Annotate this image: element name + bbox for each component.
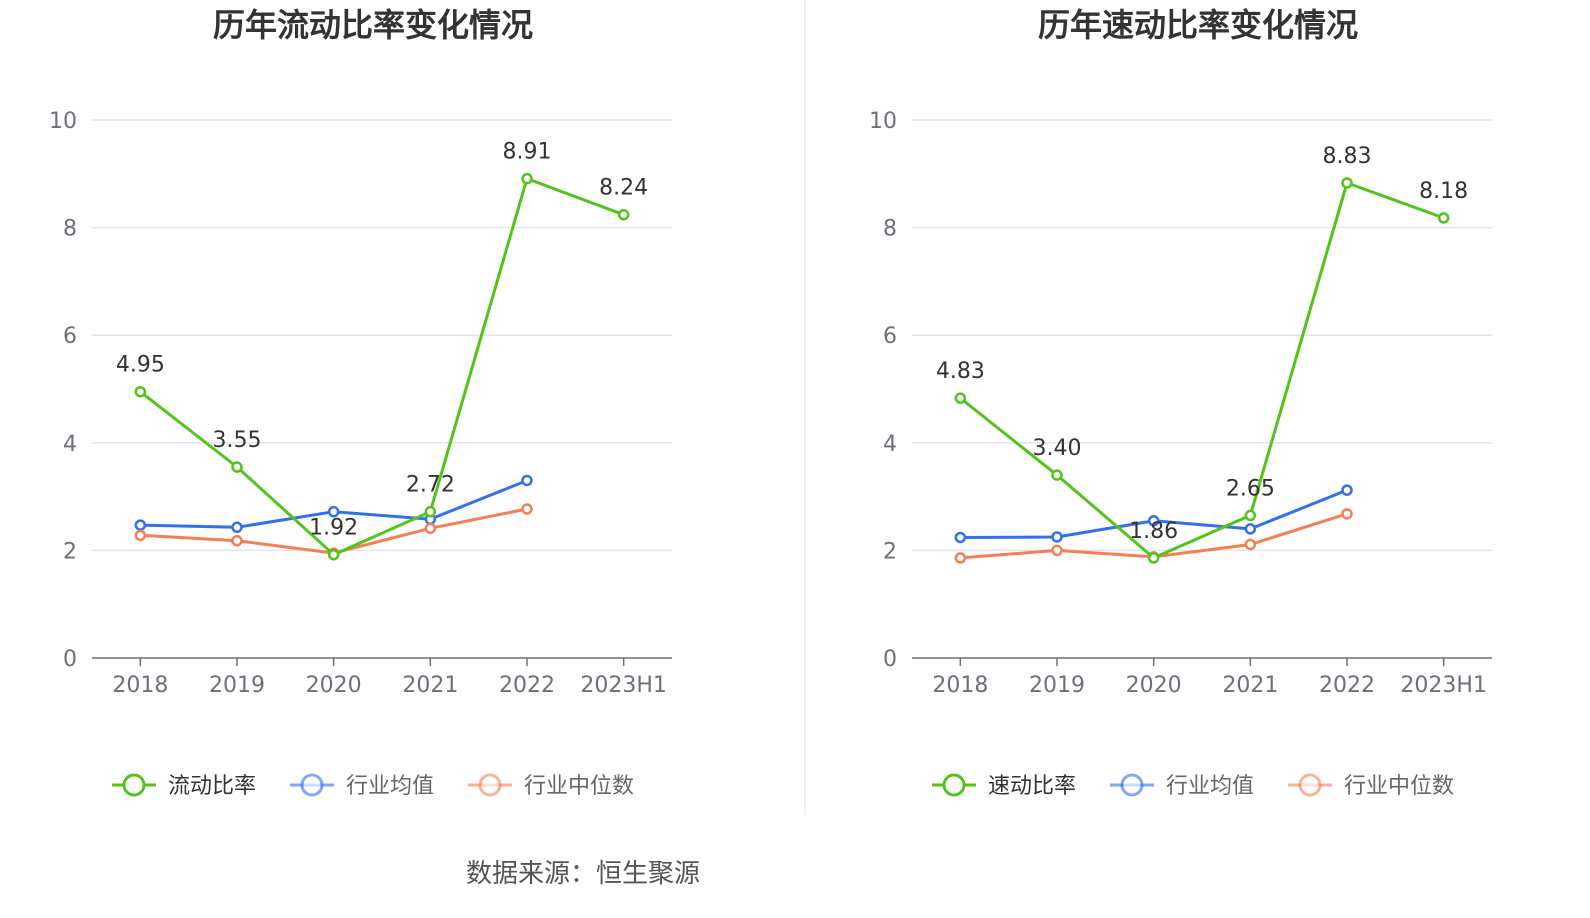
data-label: 2.65	[1226, 476, 1275, 501]
data-label: 3.55	[213, 428, 262, 453]
data-point	[327, 505, 340, 518]
current-ratio-chart: 历年流动比率变化情况 0 2 4 6 8 10 2018 2019 2020 2021 2022 202…	[49, 6, 672, 799]
y-tick-label: 2	[883, 539, 897, 564]
y-tick-label: 2	[63, 539, 77, 564]
quick-ratio-chart: 历年速动比率变化情况 0 2 4 6 8 10 2018 2019 2020 2021 2022 202…	[869, 6, 1492, 799]
data-point	[134, 519, 147, 531]
x-tick-label: 2020	[1126, 673, 1182, 698]
data-point	[134, 529, 147, 542]
data-point	[231, 521, 243, 534]
x-tick-label: 2023H1	[580, 673, 667, 698]
data-label: 8.83	[1323, 144, 1372, 169]
y-tick-label: 0	[883, 647, 897, 672]
data-point	[1244, 538, 1257, 551]
data-point	[954, 531, 967, 544]
data-point	[1244, 509, 1257, 522]
x-tick-label: 2021	[402, 673, 458, 698]
data-point	[1341, 177, 1353, 189]
x-tick-label: 2018	[112, 673, 168, 698]
data-point	[954, 552, 967, 564]
legend-label: 行业中位数	[1344, 774, 1454, 799]
data-point	[1437, 212, 1450, 224]
data-point	[521, 474, 533, 487]
data-label: 4.95	[116, 353, 165, 378]
data-label: 3.40	[1033, 436, 1082, 461]
data-label: 8.91	[503, 140, 552, 165]
x-tick-label: 2020	[306, 673, 362, 698]
y-tick-label: 0	[63, 647, 77, 672]
legend-marker	[1120, 773, 1144, 797]
y-tick-label: 10	[869, 109, 897, 134]
data-point	[1147, 552, 1160, 564]
x-tick-label: 2019	[209, 673, 265, 698]
data-point	[424, 505, 437, 518]
legend-label: 速动比率	[988, 774, 1076, 799]
y-tick-label: 4	[63, 432, 77, 457]
legend-label: 流动比率	[168, 774, 256, 799]
data-label: 1.92	[309, 516, 358, 541]
x-tick-label: 2022	[499, 673, 555, 698]
data-point	[521, 503, 533, 515]
y-tick-label: 10	[49, 109, 77, 134]
data-point	[1341, 508, 1353, 520]
legend-marker	[478, 773, 502, 797]
data-point	[327, 548, 340, 561]
data-point	[521, 172, 533, 185]
y-tick-label: 8	[63, 217, 77, 242]
data-point	[1147, 515, 1160, 527]
data-point	[617, 208, 630, 221]
data-point	[1051, 469, 1063, 481]
y-tick-label: 6	[883, 324, 897, 349]
y-tick-label: 4	[883, 432, 897, 457]
x-tick-label: 2022	[1319, 673, 1375, 698]
chart-title: 历年速动比率变化情况	[1038, 6, 1358, 44]
legend-marker	[1298, 773, 1322, 797]
data-point	[231, 534, 243, 547]
data-label: 8.24	[599, 176, 648, 201]
x-tick-label: 2023H1	[1400, 673, 1487, 698]
data-point	[1051, 531, 1063, 543]
series-line	[139, 177, 625, 557]
data-point	[134, 385, 147, 398]
legend-label: 行业中位数	[524, 774, 634, 799]
data-point	[424, 522, 437, 535]
x-tick-label: 2019	[1029, 673, 1085, 698]
data-point	[1341, 484, 1353, 496]
series-line	[959, 181, 1445, 560]
legend-label: 行业均值	[346, 774, 434, 799]
data-point	[1244, 523, 1257, 535]
legend-marker	[300, 773, 324, 797]
legend-marker	[942, 773, 966, 797]
data-source-note: 数据来源：恒生聚源	[466, 859, 700, 889]
data-point	[954, 392, 967, 404]
legend-marker	[122, 773, 146, 797]
y-tick-label: 6	[63, 324, 77, 349]
x-tick-label: 2018	[932, 673, 988, 698]
data-label: 2.72	[406, 473, 455, 498]
data-label: 8.18	[1419, 179, 1468, 204]
data-point	[231, 461, 243, 473]
chart-title: 历年流动比率变化情况	[213, 6, 533, 44]
y-tick-label: 8	[883, 217, 897, 242]
data-label: 4.83	[936, 359, 985, 384]
x-tick-label: 2021	[1222, 673, 1278, 698]
data-label: 1.86	[1129, 519, 1178, 544]
legend-label: 行业均值	[1166, 774, 1254, 799]
data-point	[1051, 544, 1063, 557]
